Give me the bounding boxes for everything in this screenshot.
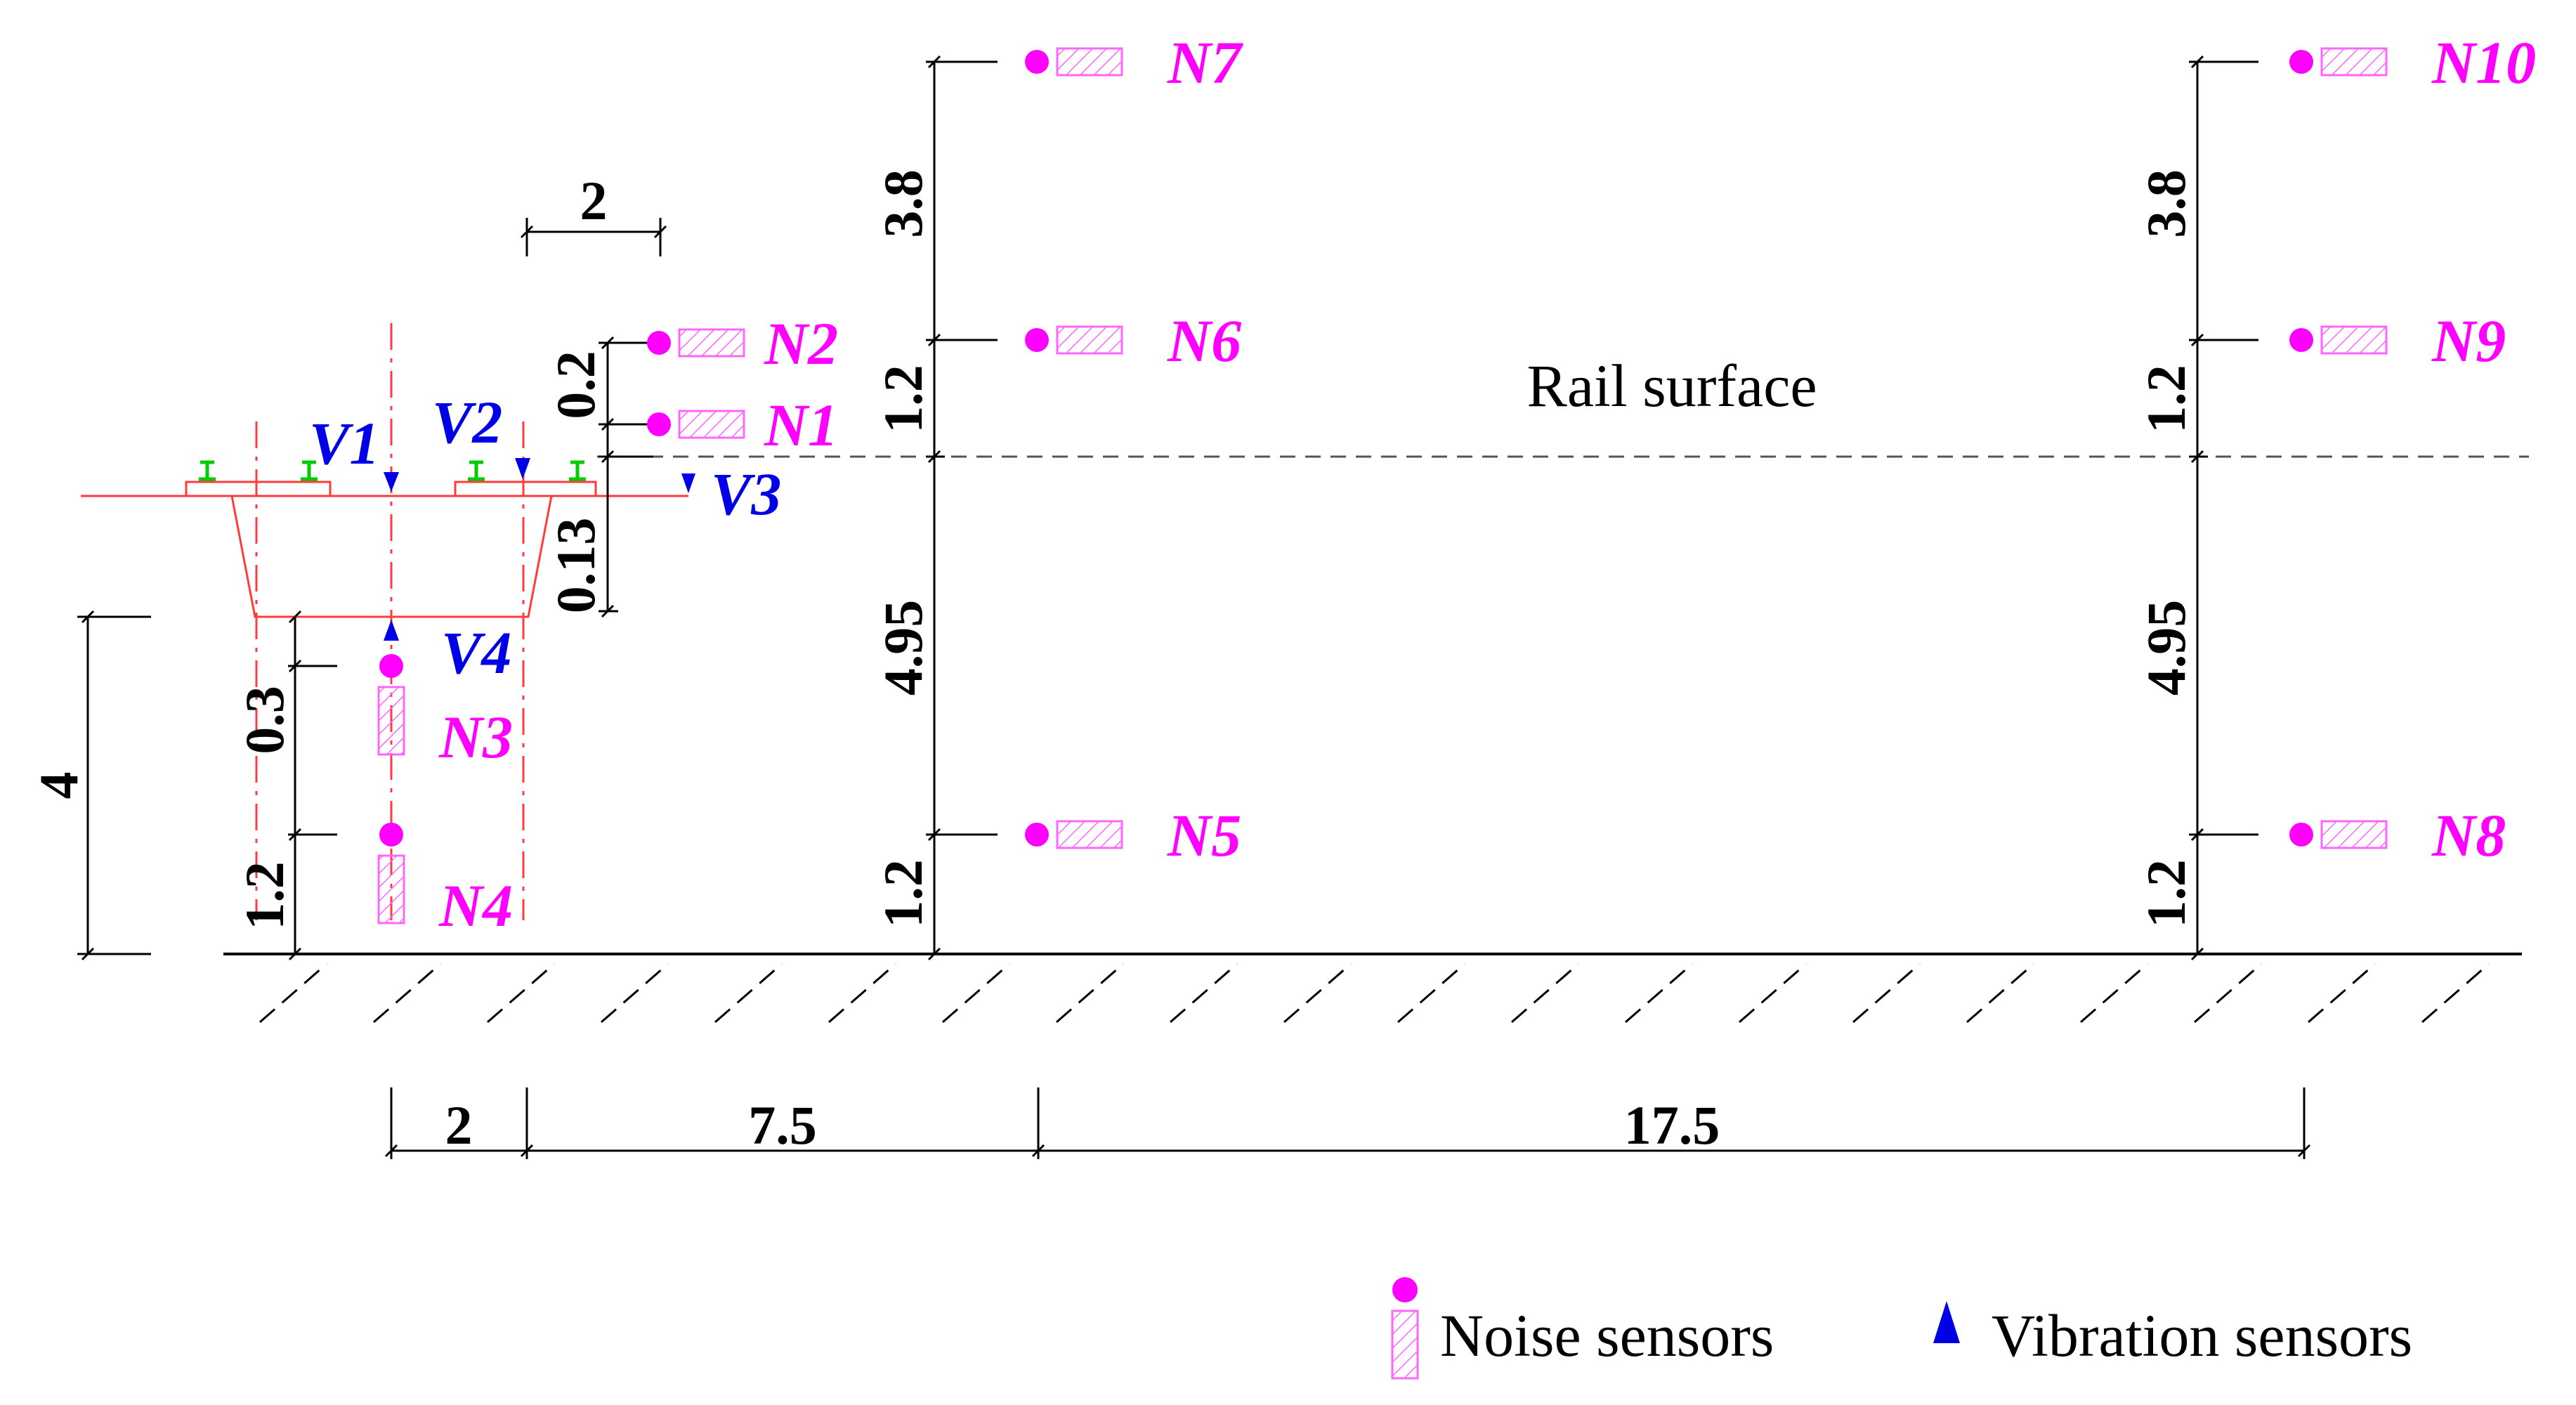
dim-far-1-2-upper: 1.2	[2136, 365, 2197, 433]
noise-sensor-n8: N8	[2289, 802, 2506, 869]
svg-text:N10: N10	[2431, 29, 2536, 96]
svg-text:N7: N7	[1167, 29, 1243, 96]
rail-icon	[199, 460, 216, 481]
noise-sensor-n9: N9	[2289, 307, 2506, 374]
svg-text:N8: N8	[2431, 802, 2506, 869]
noise-sensor-n1: N1	[647, 391, 838, 459]
noise-sensor-n7: N7	[1025, 29, 1243, 96]
dim-bottom-17-5: 17.5	[1624, 1094, 1720, 1156]
ground-hatch-mark	[1625, 962, 1693, 1024]
dim-near-1-2-lower: 1.2	[872, 859, 934, 928]
track-structure	[81, 323, 688, 920]
svg-text:V1: V1	[309, 410, 379, 477]
svg-text:N4: N4	[438, 872, 513, 939]
ground-hatch-mark	[1852, 962, 1921, 1024]
ground-hatch-mark	[259, 962, 327, 1024]
rail-icon	[301, 460, 318, 481]
noise-sensor-n3: N3	[377, 654, 513, 771]
dim-far-4-95: 4.95	[2136, 600, 2197, 696]
ground-hatch-mark	[1397, 962, 1465, 1024]
noise-sensor-n4: N4	[377, 823, 513, 939]
vibration-sensor-v4: V4	[384, 619, 511, 686]
ground-hatch-mark	[601, 962, 669, 1024]
svg-text:V2: V2	[432, 388, 502, 456]
svg-text:N5: N5	[1167, 802, 1241, 869]
dim-n1-n2-gap: 0.2	[545, 351, 606, 419]
rails	[199, 460, 586, 481]
legend: Noise sensors Vibration sensors	[1391, 1277, 2412, 1380]
svg-text:N9: N9	[2431, 307, 2506, 374]
legend-noise-label: Noise sensors	[1440, 1302, 1774, 1369]
dim-bottom-2: 2	[445, 1094, 473, 1156]
dim-far-3-8: 3.8	[2136, 169, 2197, 238]
dim-far-1-2-lower: 1.2	[2136, 859, 2197, 928]
ground-hatch-mark	[1511, 962, 1579, 1024]
ground-hatch-mark	[1966, 962, 2034, 1024]
noise-sensor-n10: N10	[2289, 29, 2536, 96]
ground	[223, 953, 2522, 1024]
svg-text:N1: N1	[764, 391, 838, 459]
svg-text:N3: N3	[438, 703, 513, 771]
dim-n3-depth: 0.3	[234, 686, 295, 754]
dim-near-4-95: 4.95	[872, 600, 934, 696]
dimension-lines	[77, 60, 2306, 1159]
ground-hatch-mark	[487, 962, 555, 1024]
dim-bottom-7-5: 7.5	[748, 1094, 817, 1156]
rail-icon	[569, 460, 586, 481]
ground-hatch-mark	[2308, 962, 2376, 1024]
vibration-sensor-v2: V2	[432, 388, 530, 479]
legend-vibration-icon	[1933, 1301, 1960, 1343]
svg-text:V4: V4	[441, 619, 511, 686]
dim-near-1-2-upper: 1.2	[872, 365, 934, 433]
ground-hatch-mark	[2421, 962, 2490, 1024]
rail-icon	[468, 460, 485, 481]
ground-hatch-mark	[2194, 962, 2262, 1024]
ground-hatch-mark	[1056, 962, 1124, 1024]
ground-hatch-mark	[1739, 962, 1807, 1024]
ground-hatch-mark	[714, 962, 783, 1024]
dim-n4-height: 1.2	[234, 861, 295, 930]
ground-hatch-mark	[1170, 962, 1238, 1024]
svg-text:N6: N6	[1167, 307, 1241, 374]
dim-deck-depth: 0.13	[545, 518, 606, 614]
legend-noise-icon	[1391, 1277, 1419, 1380]
vibration-sensor-v3: V3	[681, 460, 781, 528]
vibration-sensor-v1: V1	[309, 410, 399, 492]
noise-sensor-n2: N2	[647, 310, 838, 377]
ground-hatch-mark	[1283, 962, 1352, 1024]
dim-height-4: 4	[28, 772, 89, 799]
dim-top-width: 2	[580, 170, 608, 231]
noise-sensor-n5: N5	[1025, 802, 1241, 869]
svg-text:V3: V3	[711, 460, 781, 528]
ground-hatch-mark	[373, 962, 441, 1024]
dimension-ticks	[81, 55, 2311, 1158]
dim-near-3-8: 3.8	[872, 169, 934, 238]
ground-hatch-mark	[828, 962, 896, 1024]
ground-hatch-mark	[942, 962, 1010, 1024]
noise-sensor-n6: N6	[1025, 307, 1241, 374]
legend-vibration-label: Vibration sensors	[1992, 1302, 2412, 1369]
ground-hatch-mark	[2080, 962, 2148, 1024]
rail-surface-label: Rail surface	[1526, 352, 1817, 419]
svg-text:N2: N2	[764, 310, 838, 377]
